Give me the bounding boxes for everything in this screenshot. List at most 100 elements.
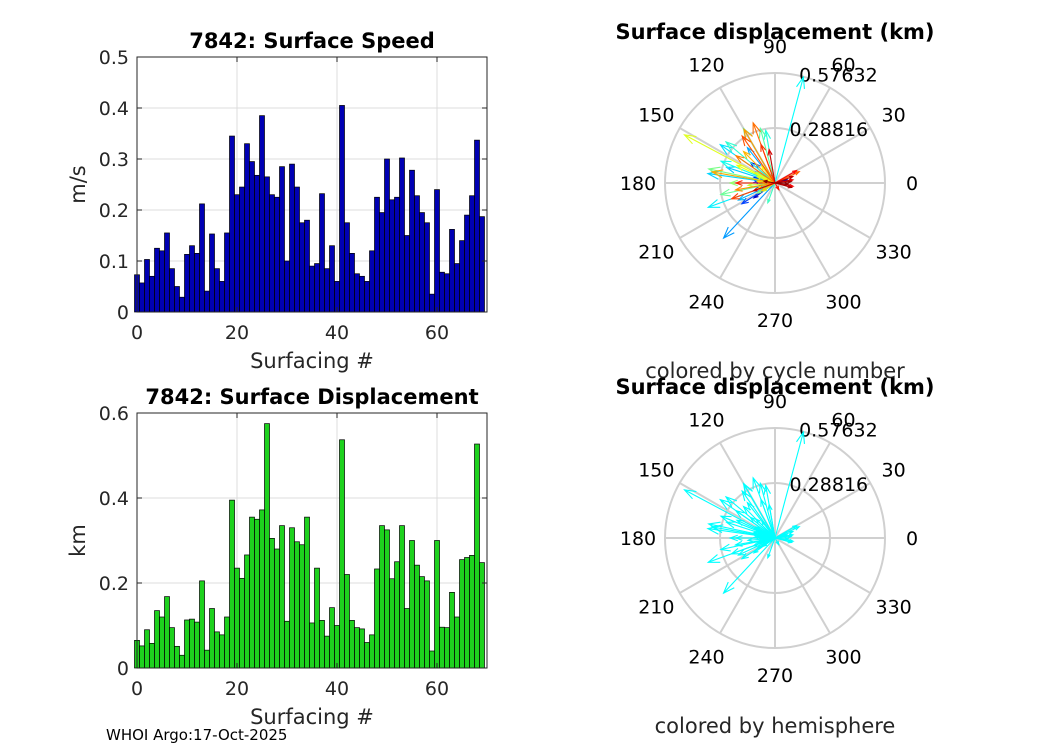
polar-spoke bbox=[774, 442, 831, 539]
bar bbox=[269, 194, 275, 313]
vector-head bbox=[787, 539, 794, 544]
bar bbox=[294, 186, 300, 313]
bar bbox=[264, 423, 270, 669]
bar bbox=[249, 516, 255, 669]
vector-head bbox=[762, 534, 768, 539]
vector-head bbox=[796, 430, 806, 444]
displacement-vector bbox=[683, 134, 776, 184]
polar-angle-label: 0 bbox=[906, 528, 918, 550]
bar bbox=[244, 143, 250, 313]
bar bbox=[289, 163, 295, 313]
y-tick-label: 0.4 bbox=[99, 488, 129, 510]
bar bbox=[419, 576, 425, 669]
bar bbox=[309, 622, 315, 669]
bar bbox=[454, 616, 460, 669]
vector-shaft bbox=[774, 182, 789, 185]
bar bbox=[279, 166, 285, 313]
vector-head bbox=[730, 193, 740, 200]
bar bbox=[359, 628, 365, 669]
bar bbox=[369, 634, 375, 669]
displacement-vector bbox=[737, 537, 776, 556]
bar bbox=[239, 186, 245, 313]
bar bbox=[144, 259, 150, 313]
x-tick-label: 60 bbox=[425, 678, 449, 700]
vector-shaft bbox=[763, 180, 776, 184]
vector-head bbox=[741, 489, 751, 502]
polar-subtitle: colored by hemisphere bbox=[655, 714, 896, 738]
bar bbox=[364, 642, 370, 669]
vector-shaft bbox=[725, 496, 776, 539]
polar-ring-label: 0.28816 bbox=[790, 474, 869, 496]
bar bbox=[434, 189, 440, 313]
vector-head bbox=[734, 509, 745, 518]
vector-head bbox=[760, 142, 767, 152]
bar bbox=[209, 608, 215, 669]
y-tick-label: 0.4 bbox=[99, 98, 129, 120]
bar bbox=[414, 564, 420, 669]
bar bbox=[334, 625, 340, 669]
vector-shaft bbox=[684, 489, 776, 539]
bar bbox=[194, 253, 200, 313]
bar bbox=[289, 527, 295, 669]
displacement-vector bbox=[722, 182, 776, 240]
vector-head bbox=[722, 226, 735, 240]
axes-box bbox=[136, 412, 488, 669]
vector-head bbox=[751, 187, 758, 192]
displacement-vector bbox=[774, 530, 795, 539]
chart-title: 7842: Surface Displacement bbox=[145, 385, 478, 409]
x-tick-label: 20 bbox=[225, 322, 249, 344]
x-tick-label: 40 bbox=[325, 322, 349, 344]
polar-spoke bbox=[774, 182, 871, 239]
bar bbox=[224, 232, 230, 313]
polar-spoke bbox=[719, 182, 776, 279]
bar bbox=[329, 245, 335, 313]
vector-shaft bbox=[767, 182, 776, 203]
bar bbox=[354, 627, 360, 669]
bar bbox=[414, 195, 420, 313]
y-axis-label: km bbox=[66, 524, 90, 557]
bar bbox=[139, 645, 145, 669]
vector-head bbox=[746, 182, 753, 188]
vector-head bbox=[725, 166, 736, 174]
bar bbox=[469, 555, 475, 669]
bar bbox=[384, 529, 390, 669]
polar-subtitle: colored by cycle number bbox=[645, 359, 905, 383]
polar-angle-label: 150 bbox=[638, 105, 674, 127]
vector-head bbox=[718, 143, 733, 155]
vector-shaft bbox=[774, 175, 794, 184]
vector-head bbox=[728, 179, 738, 187]
vector-shaft bbox=[774, 530, 794, 539]
polar-angle-label: 90 bbox=[763, 391, 787, 413]
vector-head bbox=[725, 521, 736, 529]
bar bbox=[424, 222, 430, 313]
displacement-vector bbox=[774, 536, 790, 541]
vector-shaft bbox=[735, 155, 776, 184]
vector-shaft bbox=[753, 182, 776, 192]
bar bbox=[284, 260, 290, 313]
vector-head bbox=[707, 166, 721, 176]
vector-head bbox=[683, 489, 697, 500]
vector-head bbox=[791, 524, 798, 530]
vector-head bbox=[756, 189, 762, 194]
polar-angle-label: 120 bbox=[688, 54, 724, 76]
polar-title: Surface displacement (km) bbox=[615, 20, 934, 44]
vector-head bbox=[741, 134, 751, 147]
bar bbox=[229, 135, 235, 313]
bar bbox=[284, 620, 290, 669]
bar bbox=[239, 577, 245, 669]
vector-shaft bbox=[753, 537, 776, 547]
bar bbox=[144, 629, 150, 669]
bar bbox=[329, 607, 335, 669]
vector-head bbox=[743, 127, 753, 141]
bar bbox=[439, 626, 445, 669]
polar-angle-label: 90 bbox=[763, 36, 787, 58]
y-tick-label: 0.1 bbox=[99, 251, 129, 273]
displacement-vector bbox=[735, 519, 776, 539]
bar bbox=[459, 559, 465, 669]
vector-shaft bbox=[743, 484, 776, 539]
x-tick-label: 0 bbox=[131, 678, 143, 700]
vector-shaft bbox=[767, 537, 776, 558]
bar bbox=[149, 642, 155, 669]
vector-shaft bbox=[738, 537, 776, 556]
bar bbox=[234, 567, 240, 669]
